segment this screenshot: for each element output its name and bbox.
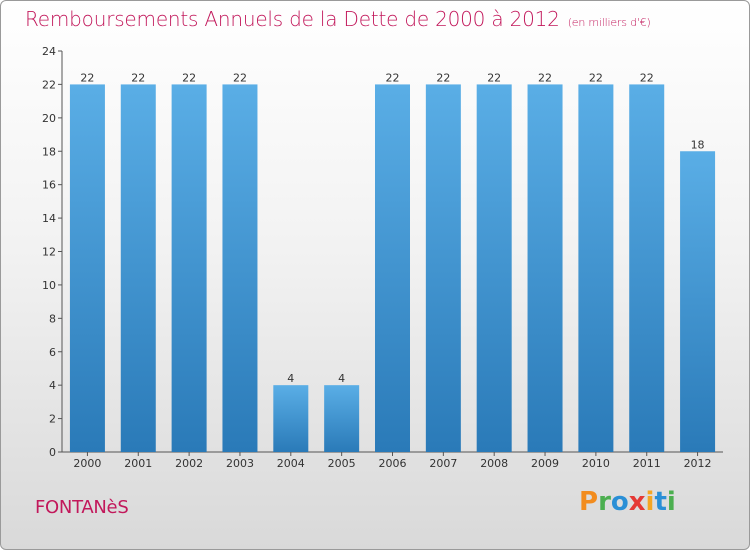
bar-value-label: 22 — [233, 71, 247, 84]
bar-value-label: 4 — [287, 372, 294, 385]
y-tick-label: 12 — [42, 246, 56, 259]
bar — [629, 84, 665, 453]
bar — [527, 84, 563, 453]
y-tick-label: 8 — [49, 312, 56, 325]
brand-letter-4: i — [645, 487, 655, 517]
bar-value-label: 22 — [589, 71, 603, 84]
bar — [680, 151, 716, 452]
x-tick-label: 2011 — [633, 457, 661, 470]
x-tick-label: 2000 — [73, 457, 101, 470]
bar-value-label: 4 — [338, 372, 345, 385]
bar — [578, 84, 614, 453]
bar — [171, 84, 207, 453]
brand-letter-2: o — [610, 487, 629, 517]
y-tick-label: 6 — [49, 346, 56, 359]
x-tick-label: 2008 — [480, 457, 508, 470]
x-tick-label: 2004 — [277, 457, 305, 470]
brand-letter-6: i — [666, 487, 676, 517]
x-tick-label: 2007 — [429, 457, 457, 470]
bar-value-label: 22 — [80, 71, 94, 84]
brand-letter-3: x — [628, 487, 646, 517]
y-tick-label: 20 — [42, 112, 56, 125]
y-tick-label: 0 — [49, 446, 56, 459]
bar-value-label: 22 — [386, 71, 400, 84]
bar-value-label: 22 — [182, 71, 196, 84]
bar-value-label: 22 — [436, 71, 450, 84]
bar — [120, 84, 156, 453]
bar-value-label: 22 — [487, 71, 501, 84]
bar-value-label: 22 — [131, 71, 145, 84]
y-tick-label: 4 — [49, 379, 56, 392]
chart-title-text: Remboursements Annuels de la Dette de 20… — [25, 7, 560, 31]
bar — [476, 84, 512, 453]
x-tick-label: 2009 — [531, 457, 559, 470]
bar — [375, 84, 410, 453]
x-tick-label: 2010 — [582, 457, 610, 470]
y-tick-label: 18 — [42, 145, 56, 158]
x-tick-label: 2001 — [124, 457, 152, 470]
x-tick-label: 2005 — [328, 457, 356, 470]
y-tick-label: 10 — [42, 279, 56, 292]
y-tick-label: 24 — [42, 45, 56, 58]
bar — [273, 385, 309, 452]
chart-subtitle: (en milliers d'€) — [567, 16, 651, 29]
bar-value-label: 18 — [691, 138, 705, 151]
bar — [222, 84, 258, 453]
chart-title: Remboursements Annuels de la Dette de 20… — [25, 7, 651, 31]
y-tick-label: 16 — [42, 179, 56, 192]
brand-letter-0: P — [579, 487, 599, 517]
commune-name: FONTANèS — [35, 497, 129, 518]
x-tick-label: 2012 — [684, 457, 712, 470]
bar — [69, 84, 105, 453]
y-tick-label: 14 — [42, 212, 56, 225]
y-tick-label: 22 — [42, 78, 56, 91]
y-tick-label: 2 — [49, 413, 56, 426]
bar-value-label: 22 — [640, 71, 654, 84]
x-tick-label: 2006 — [379, 457, 407, 470]
brand-letter-1: r — [598, 487, 611, 517]
bar — [425, 84, 461, 453]
x-tick-label: 2003 — [226, 457, 254, 470]
x-tick-label: 2002 — [175, 457, 203, 470]
brand-letter-5: t — [654, 487, 667, 517]
proxiti-logo: Proxiti — [579, 487, 676, 517]
bar-value-label: 22 — [538, 71, 552, 84]
bar — [324, 385, 360, 452]
